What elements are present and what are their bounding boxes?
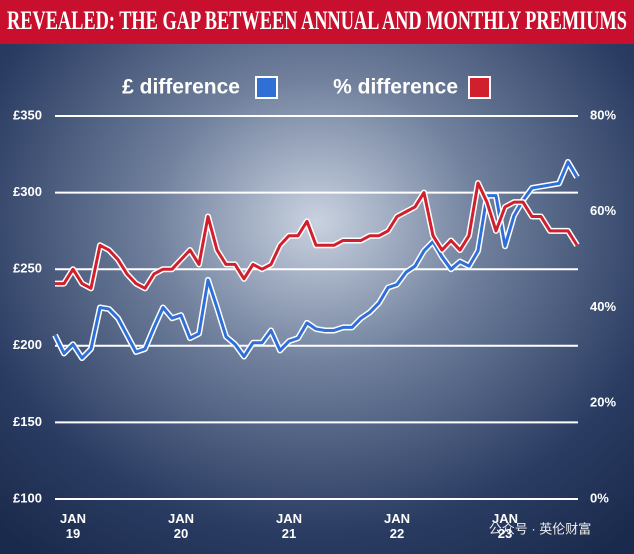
x-tick-part: JAN	[168, 511, 194, 526]
x-tick-label: JAN 19	[60, 511, 86, 541]
x-tick-part: 19	[66, 526, 80, 541]
y2-tick-label: 40%	[590, 299, 616, 314]
chart-title: REVEALED: THE GAP BETWEEN ANNUAL AND MON…	[7, 6, 627, 35]
legend-swatch	[468, 76, 491, 99]
x-tick-part: 20	[174, 526, 188, 541]
x-tick-label: JAN 21	[276, 511, 302, 541]
x-tick-label: JAN 23	[492, 511, 518, 541]
x-tick-label: JAN 20	[168, 511, 194, 541]
legend-label: % difference	[333, 76, 458, 99]
legend-label: £ difference	[122, 76, 240, 99]
y2-tick-label: 0%	[590, 490, 609, 505]
y-tick-label: £100	[13, 490, 42, 505]
x-tick-part: 21	[282, 526, 296, 541]
y-tick-label: £150	[13, 414, 42, 429]
y-tick-label: £200	[13, 337, 42, 352]
y-tick-label: £250	[13, 261, 42, 276]
x-tick-part: 22	[390, 526, 404, 541]
x-tick-part: JAN	[276, 511, 302, 526]
y-tick-label: £300	[13, 184, 42, 199]
line	[55, 181, 579, 290]
watermark: 公众号 · 英伦财富	[489, 521, 592, 536]
x-tick-part: JAN	[60, 511, 86, 526]
x-tick-label: JAN 22	[384, 511, 410, 541]
y2-tick-label: 60%	[590, 203, 616, 218]
x-tick-part: JAN	[492, 511, 518, 526]
x-tick-part: 23	[498, 526, 512, 541]
line	[53, 160, 579, 360]
y-tick-label: £350	[13, 107, 42, 122]
x-tick-part: JAN	[384, 511, 410, 526]
legend-swatch	[255, 76, 278, 99]
y2-tick-label: 80%	[590, 107, 616, 122]
title-banner	[0, 0, 634, 44]
y2-tick-label: 20%	[590, 395, 616, 410]
